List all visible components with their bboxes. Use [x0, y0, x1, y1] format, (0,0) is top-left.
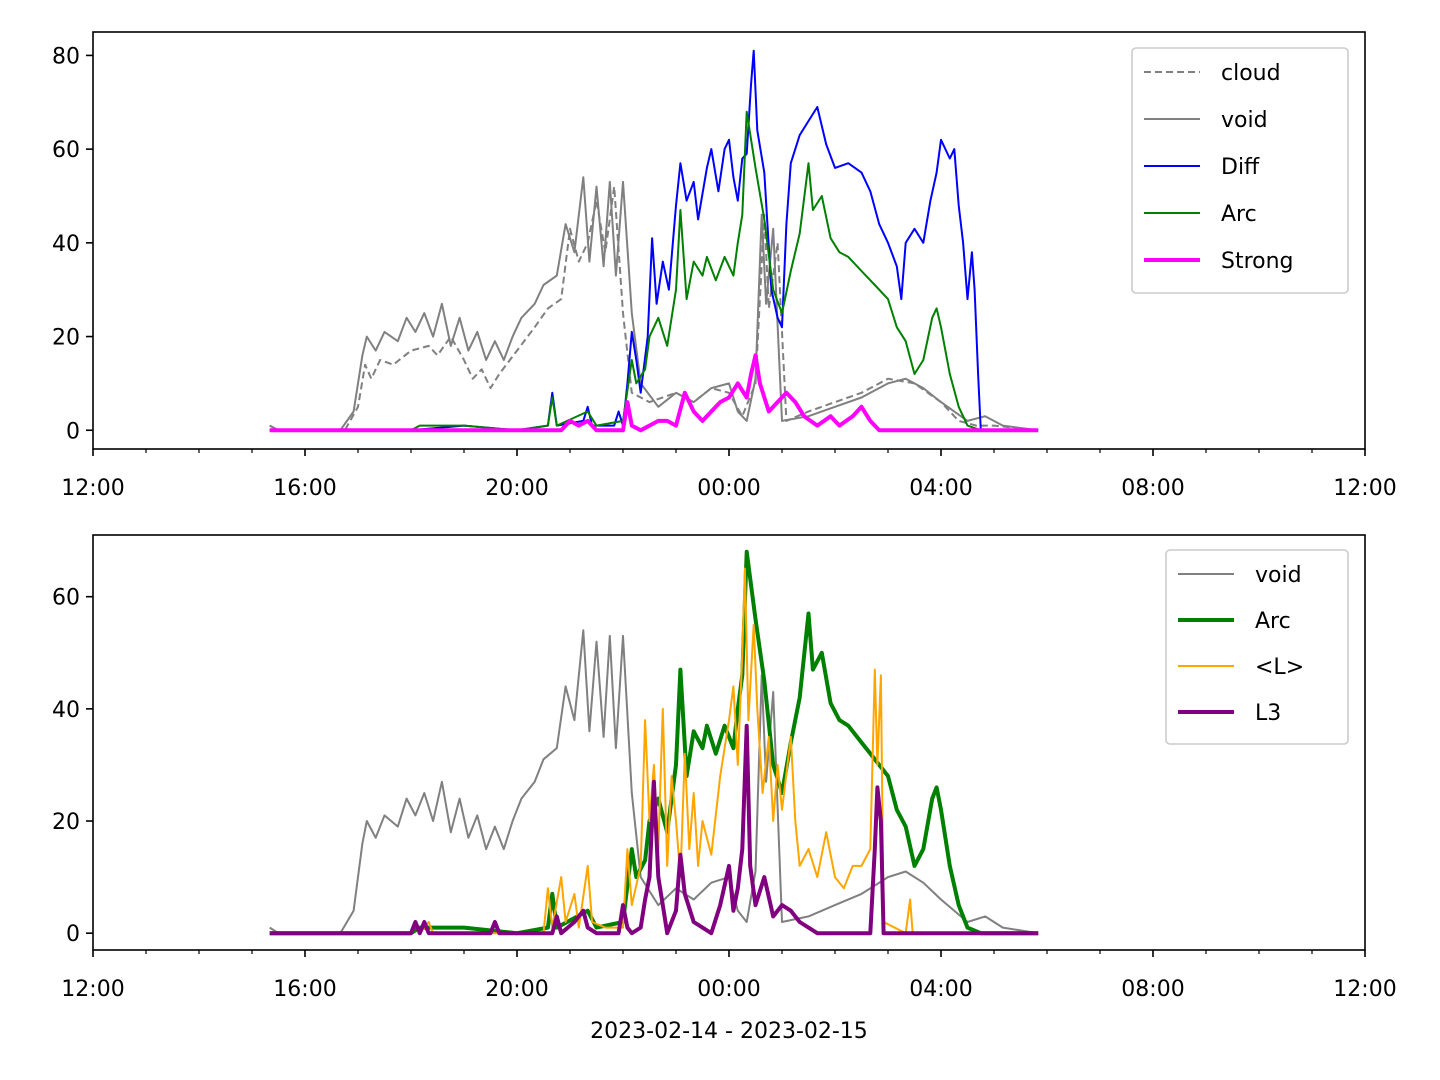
legend-label: void — [1255, 563, 1302, 588]
series-line-strong — [269, 353, 1039, 433]
plot-area — [269, 549, 1039, 936]
legend: cloud void Diff Arc Strong — [1131, 47, 1349, 294]
plot-area — [269, 49, 1039, 433]
legend-label: Strong — [1221, 249, 1294, 274]
legend-label: Arc — [1255, 609, 1291, 634]
legend-label: cloud — [1221, 61, 1281, 86]
series-line-l3 — [269, 723, 1039, 936]
y-tick-label: 20 — [52, 326, 80, 351]
x-tick-label: 00:00 — [697, 476, 760, 501]
x-tick-label: 16:00 — [273, 977, 336, 1002]
legend-label: Diff — [1221, 155, 1260, 180]
y-tick-label: 40 — [52, 232, 80, 257]
x-tick-label: 12:00 — [1333, 476, 1396, 501]
x-tick-label: 00:00 — [697, 977, 760, 1002]
y-tick-label: 20 — [52, 810, 80, 835]
x-axis-label: 2023-02-14 - 2023-02-15 — [590, 1019, 868, 1044]
x-tick-label: 16:00 — [273, 476, 336, 501]
chart-top: 0 20 40 60 80 12:00 16:00 20:00 00:00 04:00 08:00 1… — [52, 31, 1397, 501]
y-tick-label: 40 — [52, 698, 80, 723]
x-tick-label: 04:00 — [909, 476, 972, 501]
legend-label: <L> — [1255, 655, 1304, 680]
legend-label: L3 — [1255, 701, 1281, 726]
y-tick-label: 60 — [52, 138, 80, 163]
series-line-arc — [269, 110, 1039, 432]
legend-box — [1165, 549, 1349, 745]
series-line-void — [269, 176, 1039, 432]
x-tick-label: 20:00 — [485, 476, 548, 501]
x-tick-label: 12:00 — [61, 476, 124, 501]
legend-box — [1131, 47, 1349, 294]
x-tick-label: 12:00 — [1333, 977, 1396, 1002]
y-tick-label: 60 — [52, 586, 80, 611]
y-tick-label: 80 — [52, 44, 80, 69]
y-tick-label: 0 — [66, 922, 80, 947]
x-tick-label: 08:00 — [1121, 476, 1184, 501]
x-tick-label: 12:00 — [61, 977, 124, 1002]
legend-label: void — [1221, 108, 1268, 133]
series-line-void — [269, 629, 1039, 935]
y-tick-label: 0 — [66, 419, 80, 444]
x-tick-label: 04:00 — [909, 977, 972, 1002]
x-tick-label: 20:00 — [485, 977, 548, 1002]
legend-label: Arc — [1221, 202, 1257, 227]
chart-bottom: 0 20 40 60 12:00 16:00 20:00 00:00 04:00 08:00 12:… — [52, 534, 1397, 1044]
legend: void Arc <L> L3 — [1165, 549, 1349, 745]
series-line-l — [269, 567, 1039, 935]
x-tick-label: 08:00 — [1121, 977, 1184, 1002]
